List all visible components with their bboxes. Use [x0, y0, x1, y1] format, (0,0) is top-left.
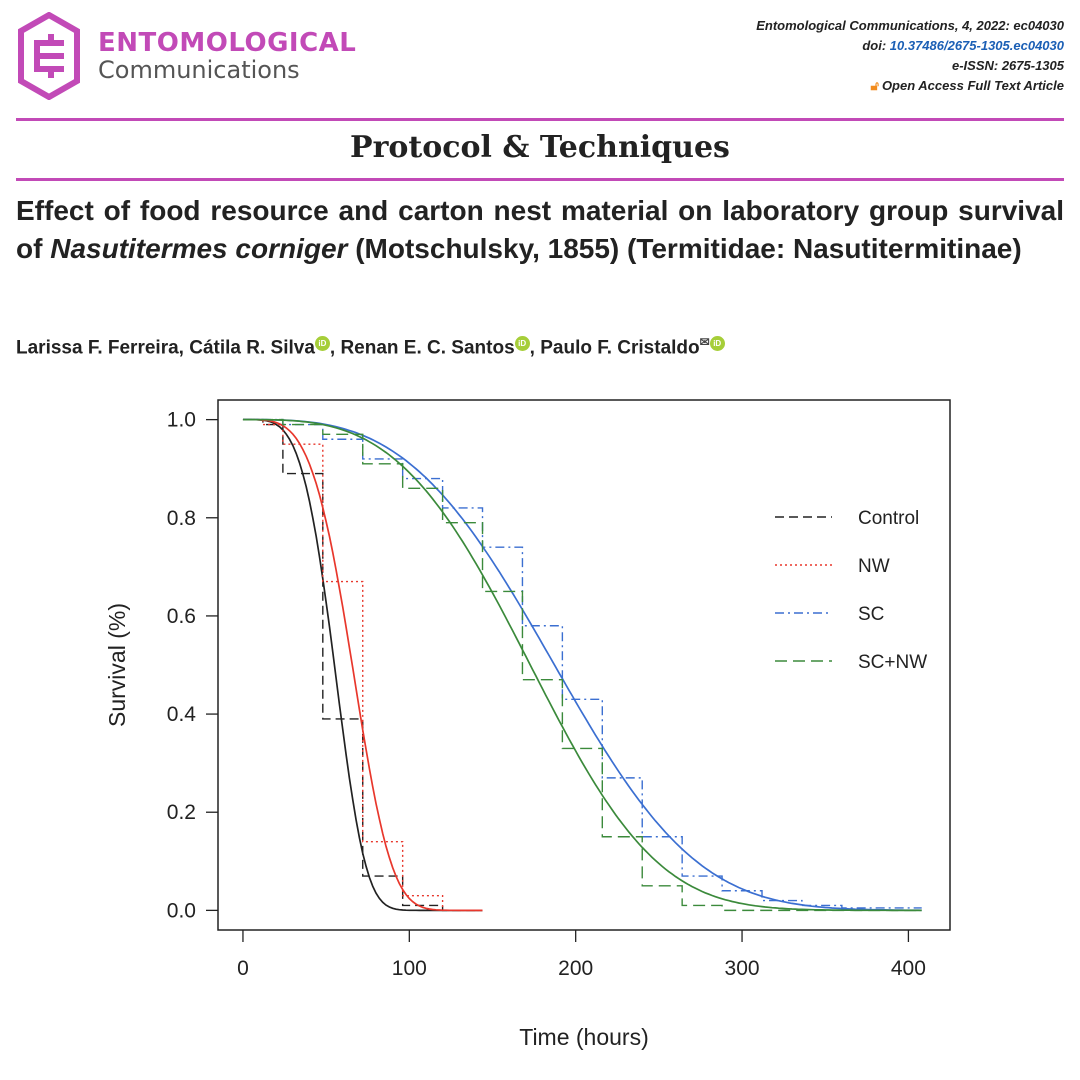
article-title: Effect of food resource and carton nest … [16, 192, 1064, 268]
journal-logo [18, 12, 80, 100]
x-tick-label: 200 [558, 957, 593, 980]
open-access-text: Open Access Full Text Article [881, 78, 1064, 93]
doi-link[interactable]: 10.37486/2675-1305.ec04030 [889, 38, 1064, 53]
km-step-nw [242, 418, 483, 912]
brand-line-2: Communications [98, 56, 300, 84]
orcid-icon[interactable]: iD [314, 336, 330, 351]
doi-line: doi: 10.37486/2675-1305.ec04030 [756, 36, 1064, 56]
author-name: Cátila R. Silva [189, 337, 315, 359]
km-step-control [242, 418, 483, 912]
x-tick-label: 0 [237, 957, 249, 980]
orcid-icon[interactable]: iD [709, 336, 725, 351]
x-tick-label: 400 [891, 957, 926, 980]
author-name: Renan E. C. Santos [340, 337, 515, 359]
survival-chart: 0 100 200 300 400 0.0 0.2 0.4 0.6 0.8 1.0 Time (hou… [104, 399, 951, 1050]
title-species: Nasutitermes corniger [50, 233, 348, 264]
x-axis-label: Time (hours) [519, 1024, 649, 1050]
km-step-sc [242, 418, 922, 909]
open-access-line: 🔓︎ Open Access Full Text Article [756, 76, 1065, 96]
km-step-sc-nw [242, 418, 922, 912]
author-name: Larissa F. Ferreira [16, 337, 179, 359]
x-tick-label: 300 [725, 957, 760, 980]
section-divider [16, 178, 1064, 181]
brand-line-1: ENTOMOLOGICAL [98, 28, 357, 58]
journal-reference: Entomological Communications, 4, 2022: e… [756, 18, 1064, 33]
title-part-2: (Motschulsky, 1855) (Termitidae: Nasutit… [347, 233, 1022, 264]
y-tick-label: 0.8 [167, 507, 196, 530]
legend-label: SC [858, 604, 884, 625]
plot-frame [217, 399, 951, 931]
y-tick-label: 0.2 [167, 801, 196, 824]
fitted-curve-sc-nw [243, 418, 922, 912]
legend-label: SC+NW [858, 652, 927, 673]
y-tick-label: 0.4 [167, 703, 197, 726]
envelope-icon[interactable]: ✉ [699, 335, 710, 349]
y-tick-label: 0.0 [167, 899, 196, 922]
y-tick-label: 0.6 [167, 605, 196, 628]
y-axis-label: Survival (%) [104, 603, 130, 727]
x-tick-label: 100 [392, 957, 427, 980]
y-tick-label: 1.0 [167, 409, 196, 432]
legend-label: Control [858, 508, 919, 529]
doi-label: doi: [862, 38, 890, 53]
orcid-icon[interactable]: iD [514, 336, 530, 351]
fitted-curve-nw [243, 418, 483, 912]
eissn: e-ISSN: 2675-1305 [951, 58, 1064, 73]
open-access-lock-icon: 🔓︎ [870, 78, 879, 93]
section-heading: Protocol & Techniques [350, 130, 730, 165]
title-part-1: Effect of food resource and carton nest … [16, 195, 1064, 264]
article-meta: Entomological Communications, 4, 2022: e… [756, 16, 1064, 96]
journal-brand: ENTOMOLOGICAL Communications [98, 30, 356, 82]
author-name: Paulo F. Cristaldo [540, 337, 700, 359]
fitted-curve-sc [243, 418, 922, 912]
author-list: Larissa F. Ferreira, Cátila R. Silva iD, … [16, 335, 725, 359]
legend-label: NW [858, 556, 890, 577]
header-divider [16, 118, 1064, 121]
